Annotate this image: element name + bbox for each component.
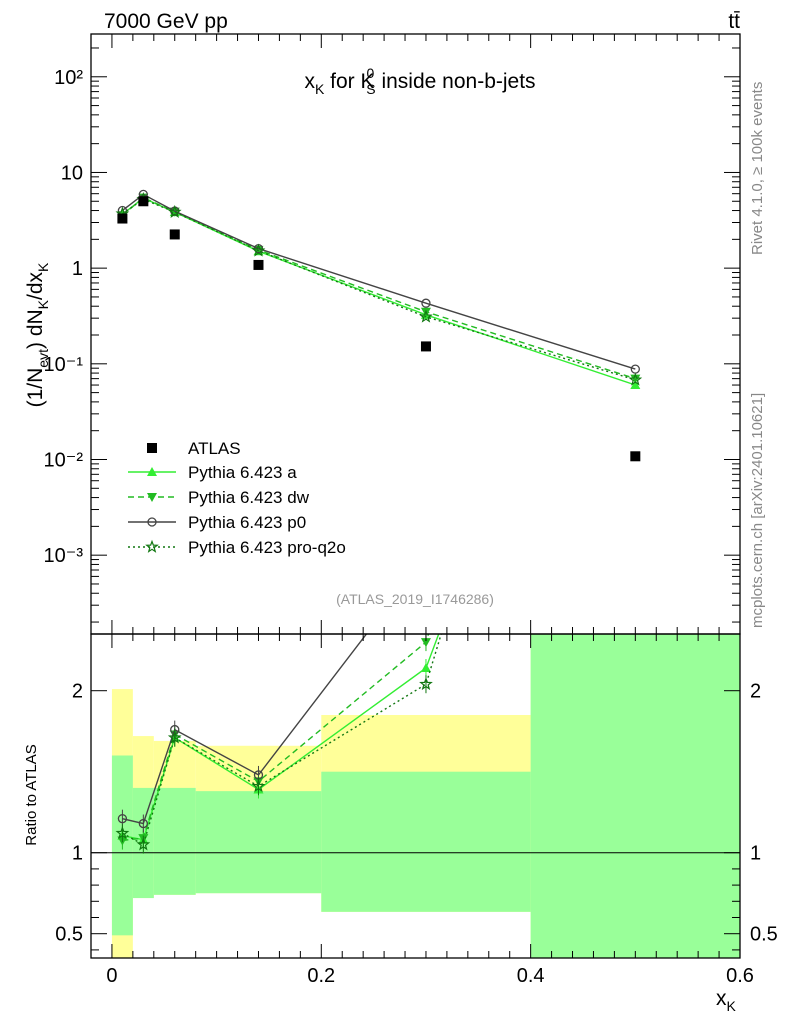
- series-0-point: [630, 380, 641, 390]
- y-tick-label-main: 10⁻³: [44, 545, 84, 567]
- y-tick-label-ratio-right: 2: [750, 681, 761, 703]
- legend-label-4: Pythia 6.423 pro-q2o: [188, 538, 346, 557]
- legend-marker-3: [147, 517, 157, 527]
- x-tick-label: 0: [106, 965, 117, 987]
- y-tick-label-ratio-right: 0.5: [750, 924, 778, 946]
- band-1-bin: [530, 634, 740, 958]
- x-tick-label: 0.6: [726, 965, 754, 987]
- atlas-data-point: [117, 213, 128, 224]
- ratio-3-point: [115, 826, 130, 840]
- band-1-bin: [153, 787, 196, 895]
- ratio-2-point: [422, 552, 430, 560]
- y-tick-label-main: 1: [72, 258, 83, 280]
- x-tick-label: 0.2: [307, 965, 335, 987]
- main-panel-series: [115, 189, 643, 462]
- y-tick-label-ratio: 0.5: [55, 924, 83, 946]
- series-3-point: [167, 204, 182, 218]
- ratio-0-point: [630, 103, 640, 112]
- ratio-3-point: [167, 730, 182, 744]
- series-3-point: [251, 243, 266, 257]
- series-2-point: [630, 364, 640, 374]
- y-axis-label-main: (1/Nevt) dNK/dxK: [24, 262, 51, 407]
- legend-marker-2: [147, 493, 157, 502]
- panel-frames: [90, 33, 741, 959]
- series-3-point: [419, 309, 433, 323]
- band-1-bin: [195, 791, 322, 894]
- header-left: 7000 GeV pp: [104, 10, 228, 33]
- legend-label-1: Pythia 6.423 a: [188, 463, 297, 482]
- header-right: tt̄: [728, 10, 740, 33]
- ratio-uncertainty-bands: [91, 634, 740, 958]
- y-tick-label-ratio: 2: [72, 681, 83, 703]
- legend-label-2: Pythia 6.423 dw: [188, 488, 310, 507]
- series-2-point: [421, 298, 431, 308]
- series-3-point: [628, 372, 643, 386]
- mcplots-label: mcplots.cern.ch [arXiv:2401.10621]: [749, 393, 766, 628]
- y-tick-label-ratio-right: 1: [750, 843, 761, 865]
- y-tick-label-main: 10⁻¹: [44, 354, 84, 376]
- series-line-2: [121, 193, 636, 370]
- ratio-2-point: [138, 818, 148, 829]
- band-1-bin: [321, 771, 531, 912]
- atlas-data-point: [169, 229, 180, 240]
- x-axis-label: xK: [716, 987, 737, 1014]
- ratio-3-point: [136, 837, 151, 851]
- ratio-line-0: [122, 634, 440, 841]
- atlas-data-point: [138, 196, 149, 207]
- ratio-3-point: [251, 779, 266, 793]
- y-tick-label-main: 10²: [54, 67, 83, 89]
- plot-title: xK for K0 S inside non-b-jets: [304, 65, 535, 97]
- y-tick-label-ratio: 1: [72, 843, 83, 865]
- ratio-1-point: [420, 638, 431, 648]
- y-axis-label-ratio: Ratio to ATLAS: [23, 744, 40, 845]
- legend-label-3: Pythia 6.423 p0: [188, 513, 306, 532]
- legend-marker-4: [145, 539, 159, 553]
- legend-marker-0: [147, 443, 157, 453]
- atlas-data-point: [630, 451, 641, 462]
- ratio-panel-series: [115, 103, 640, 854]
- y-tick-label-main: 10⁻²: [44, 449, 84, 471]
- ratio-3-point: [419, 676, 433, 691]
- y-tick-label-main: 10: [61, 162, 83, 184]
- ratio-panel-frame: [90, 633, 741, 959]
- x-tick-label: 0.4: [517, 965, 545, 987]
- series-line-3: [121, 198, 636, 381]
- legend: ATLAS Pythia 6.423 a Pythia 6.423 dw Pythia…: [128, 439, 346, 557]
- legend-label-0: ATLAS: [188, 439, 241, 458]
- axis-ticks: 0 0.2 0.4 0.6 10⁻³ 10⁻² 10⁻¹ 1 10 10² 0.5 0.5 1 1 2 2: [44, 34, 778, 987]
- atlas-data-point: [253, 259, 264, 270]
- rivet-version-label: Rivet 4.1.0, ≥ 100k events: [749, 82, 766, 255]
- analysis-id: (ATLAS_2019_I1746286): [336, 591, 494, 607]
- legend-marker-1: [147, 467, 157, 476]
- ratio-0-point: [420, 663, 431, 673]
- ratio-2-point: [117, 814, 128, 824]
- atlas-data-point: [420, 341, 431, 352]
